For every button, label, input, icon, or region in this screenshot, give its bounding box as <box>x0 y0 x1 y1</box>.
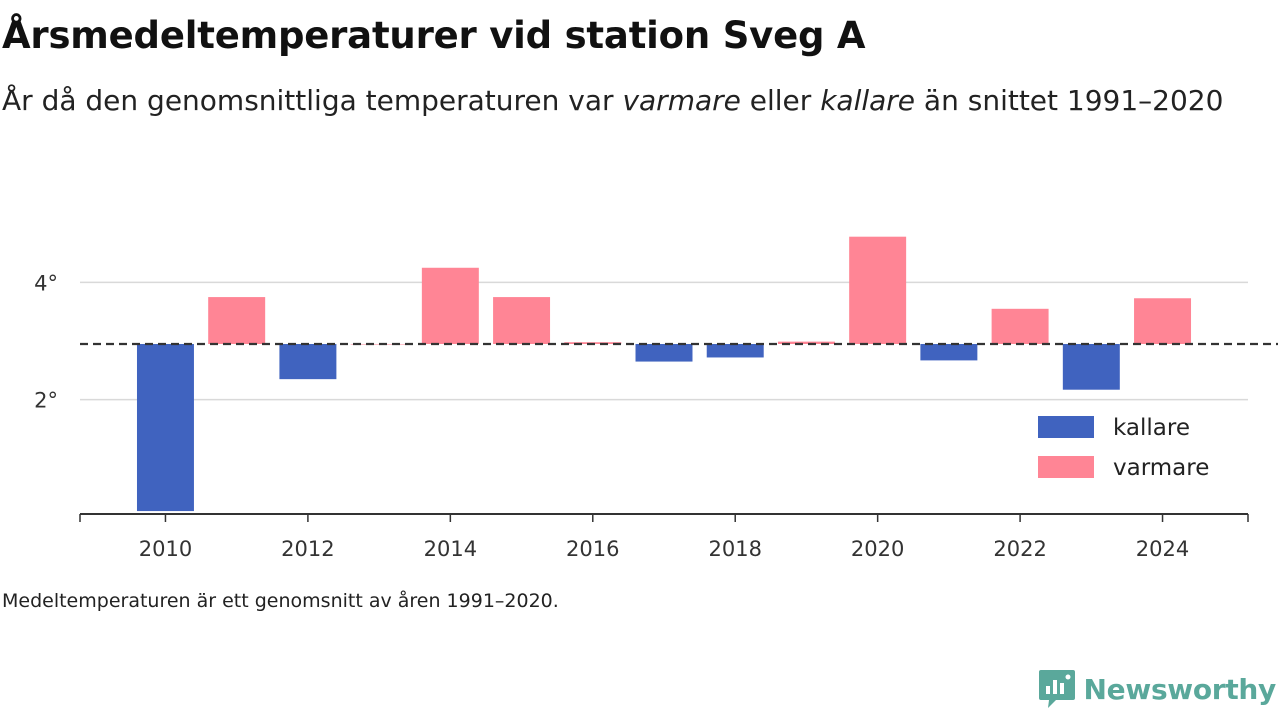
bar-kallare <box>635 343 693 362</box>
legend-label-varmare: varmare <box>1113 455 1209 481</box>
subtitle-text-start: År då den genomsnittliga temperaturen va… <box>2 84 623 117</box>
x-tick-label: 2012 <box>281 537 334 561</box>
bar-chart: 2° 4° 2010 2012 2014 2016 2018 2020 2022 2024 ka… <box>34 236 1278 561</box>
bar-kallare <box>136 343 194 512</box>
bar-kallare <box>1062 343 1120 390</box>
bar-kallare <box>279 343 337 380</box>
bar-varmare <box>777 341 835 344</box>
y-tick-label: 4° <box>34 271 58 295</box>
x-tick-label: 2014 <box>424 537 477 561</box>
subtitle-text-middle: eller <box>740 84 821 117</box>
x-tick-label: 2018 <box>708 537 761 561</box>
y-tick-label: 2° <box>34 389 58 413</box>
brand-logo: Newsworthy <box>1038 668 1276 710</box>
chart-title: Årsmedeltemperaturer vid station Sveg A <box>2 14 866 57</box>
gridlines: 2° 4° <box>34 271 1248 413</box>
x-tick-label: 2020 <box>851 537 904 561</box>
footnote: Medeltemperaturen är ett genomsnitt av å… <box>2 590 559 612</box>
bar-varmare <box>849 236 907 344</box>
legend: kallare varmare <box>1026 405 1226 497</box>
legend-swatch-varmare <box>1038 456 1094 478</box>
bar-varmare <box>421 267 479 344</box>
brand-name: Newsworthy <box>1083 672 1277 706</box>
x-tick-label: 2010 <box>139 537 192 561</box>
legend-swatch-kallare <box>1038 416 1094 438</box>
subtitle-warm-word: varmare <box>622 84 741 117</box>
bar-varmare <box>208 297 266 344</box>
x-tick-label: 2016 <box>566 537 619 561</box>
bar-varmare <box>991 308 1049 344</box>
subtitle-text-end: än snittet 1991–2020 <box>915 84 1224 117</box>
legend-label-kallare: kallare <box>1113 415 1190 441</box>
x-tick-label: 2022 <box>993 537 1046 561</box>
bar-varmare <box>1134 298 1192 344</box>
bar-kallare <box>706 343 764 358</box>
bar-kallare <box>920 343 978 361</box>
subtitle-cold-word: kallare <box>820 84 916 117</box>
x-tick-label: 2024 <box>1136 537 1189 561</box>
newsworthy-logo-icon <box>1038 670 1075 708</box>
bar-varmare <box>493 297 551 344</box>
axes: 2010 2012 2014 2016 2018 2020 2022 2024 <box>79 513 1249 561</box>
chart-subtitle: År då den genomsnittliga temperaturen va… <box>2 80 1242 121</box>
